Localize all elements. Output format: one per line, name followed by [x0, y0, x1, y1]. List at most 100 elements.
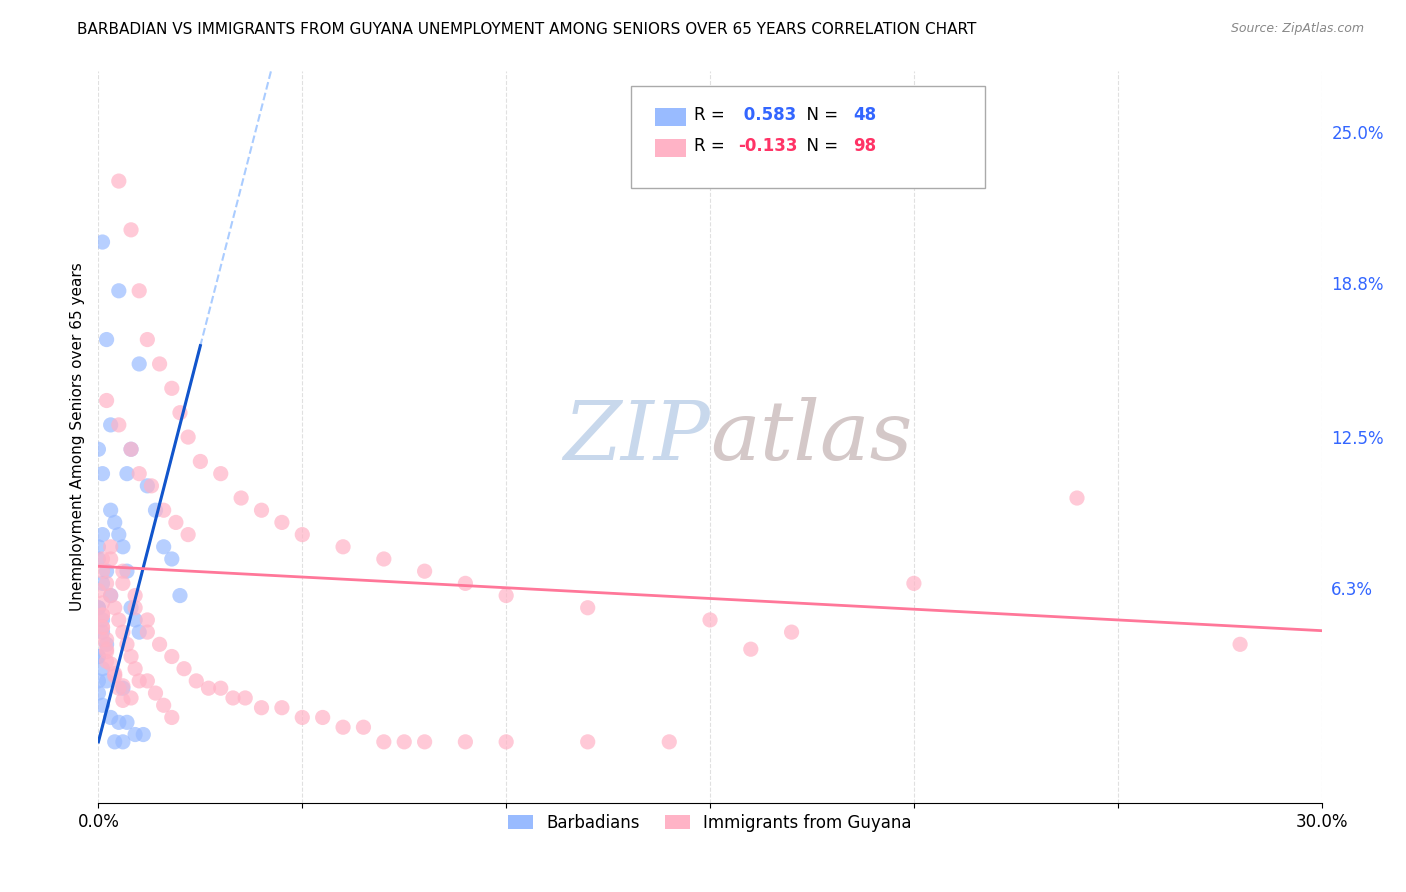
Point — [291, 710, 314, 724]
Point — [128, 673, 150, 688]
Point — [87, 552, 110, 566]
Point — [169, 589, 191, 603]
Point — [111, 625, 134, 640]
Point — [332, 540, 354, 554]
Point — [91, 620, 114, 634]
Point — [87, 673, 110, 688]
Point — [120, 600, 142, 615]
Point — [188, 454, 212, 468]
Point — [136, 625, 159, 640]
Point — [132, 727, 155, 741]
Point — [91, 596, 114, 610]
Point — [128, 625, 150, 640]
Bar — [655, 138, 686, 157]
Point — [111, 576, 134, 591]
Point — [108, 715, 131, 730]
Point — [115, 467, 138, 481]
Point — [96, 642, 118, 657]
Point — [136, 333, 159, 347]
Point — [108, 613, 131, 627]
Point — [454, 576, 477, 591]
Point — [108, 284, 131, 298]
Point — [120, 223, 142, 237]
Point — [100, 657, 122, 671]
Text: 48: 48 — [853, 106, 876, 124]
Point — [291, 527, 314, 541]
Point — [100, 589, 122, 603]
Point — [104, 666, 127, 681]
Point — [413, 564, 436, 578]
Point — [124, 613, 146, 627]
Point — [128, 284, 150, 298]
Point — [169, 406, 191, 420]
Point — [91, 620, 114, 634]
Point — [250, 700, 273, 714]
Point — [128, 467, 150, 481]
Point — [699, 613, 721, 627]
Point — [576, 735, 599, 749]
Point — [100, 417, 122, 432]
Point — [209, 467, 232, 481]
Point — [233, 690, 256, 705]
Point — [903, 576, 925, 591]
Point — [91, 698, 114, 713]
Point — [136, 613, 159, 627]
Point — [392, 735, 416, 749]
Point — [576, 600, 599, 615]
Text: N =: N = — [796, 106, 844, 124]
Text: BARBADIAN VS IMMIGRANTS FROM GUYANA UNEMPLOYMENT AMONG SENIORS OVER 65 YEARS COR: BARBADIAN VS IMMIGRANTS FROM GUYANA UNEM… — [77, 22, 977, 37]
Point — [91, 662, 114, 676]
Point — [124, 727, 146, 741]
Point — [91, 632, 114, 647]
Point — [152, 698, 174, 713]
Point — [91, 625, 114, 640]
Point — [495, 735, 517, 749]
Point — [91, 608, 114, 623]
Point — [91, 552, 114, 566]
Point — [100, 589, 122, 603]
Point — [270, 516, 294, 530]
Point — [108, 527, 131, 541]
Point — [120, 649, 142, 664]
Point — [209, 681, 232, 696]
FancyBboxPatch shape — [630, 86, 986, 188]
Point — [312, 710, 335, 724]
Point — [120, 442, 142, 457]
Point — [104, 735, 127, 749]
Point — [111, 735, 134, 749]
Point — [96, 576, 118, 591]
Point — [270, 700, 294, 714]
Point — [87, 649, 110, 664]
Point — [136, 673, 159, 688]
Point — [91, 527, 114, 541]
Point — [149, 637, 172, 651]
Point — [108, 681, 131, 696]
Point — [149, 357, 172, 371]
Point — [152, 503, 174, 517]
Point — [87, 686, 110, 700]
Text: 98: 98 — [853, 137, 876, 155]
Point — [96, 564, 118, 578]
Point — [87, 442, 110, 457]
Point — [87, 583, 110, 598]
Text: Source: ZipAtlas.com: Source: ZipAtlas.com — [1230, 22, 1364, 36]
Text: N =: N = — [796, 137, 844, 155]
Legend: Barbadians, Immigrants from Guyana: Barbadians, Immigrants from Guyana — [502, 807, 918, 838]
Point — [413, 735, 436, 749]
Text: -0.133: -0.133 — [738, 137, 797, 155]
Point — [115, 715, 138, 730]
Text: R =: R = — [695, 137, 730, 155]
Point — [104, 516, 127, 530]
Point — [1066, 491, 1088, 505]
Point — [96, 333, 118, 347]
Point — [96, 632, 118, 647]
Point — [160, 381, 183, 395]
Point — [115, 564, 138, 578]
Point — [160, 552, 183, 566]
Point — [160, 649, 183, 664]
Point — [222, 690, 245, 705]
Point — [91, 235, 114, 249]
Point — [173, 662, 195, 676]
Text: 0.583: 0.583 — [738, 106, 796, 124]
Point — [740, 642, 762, 657]
